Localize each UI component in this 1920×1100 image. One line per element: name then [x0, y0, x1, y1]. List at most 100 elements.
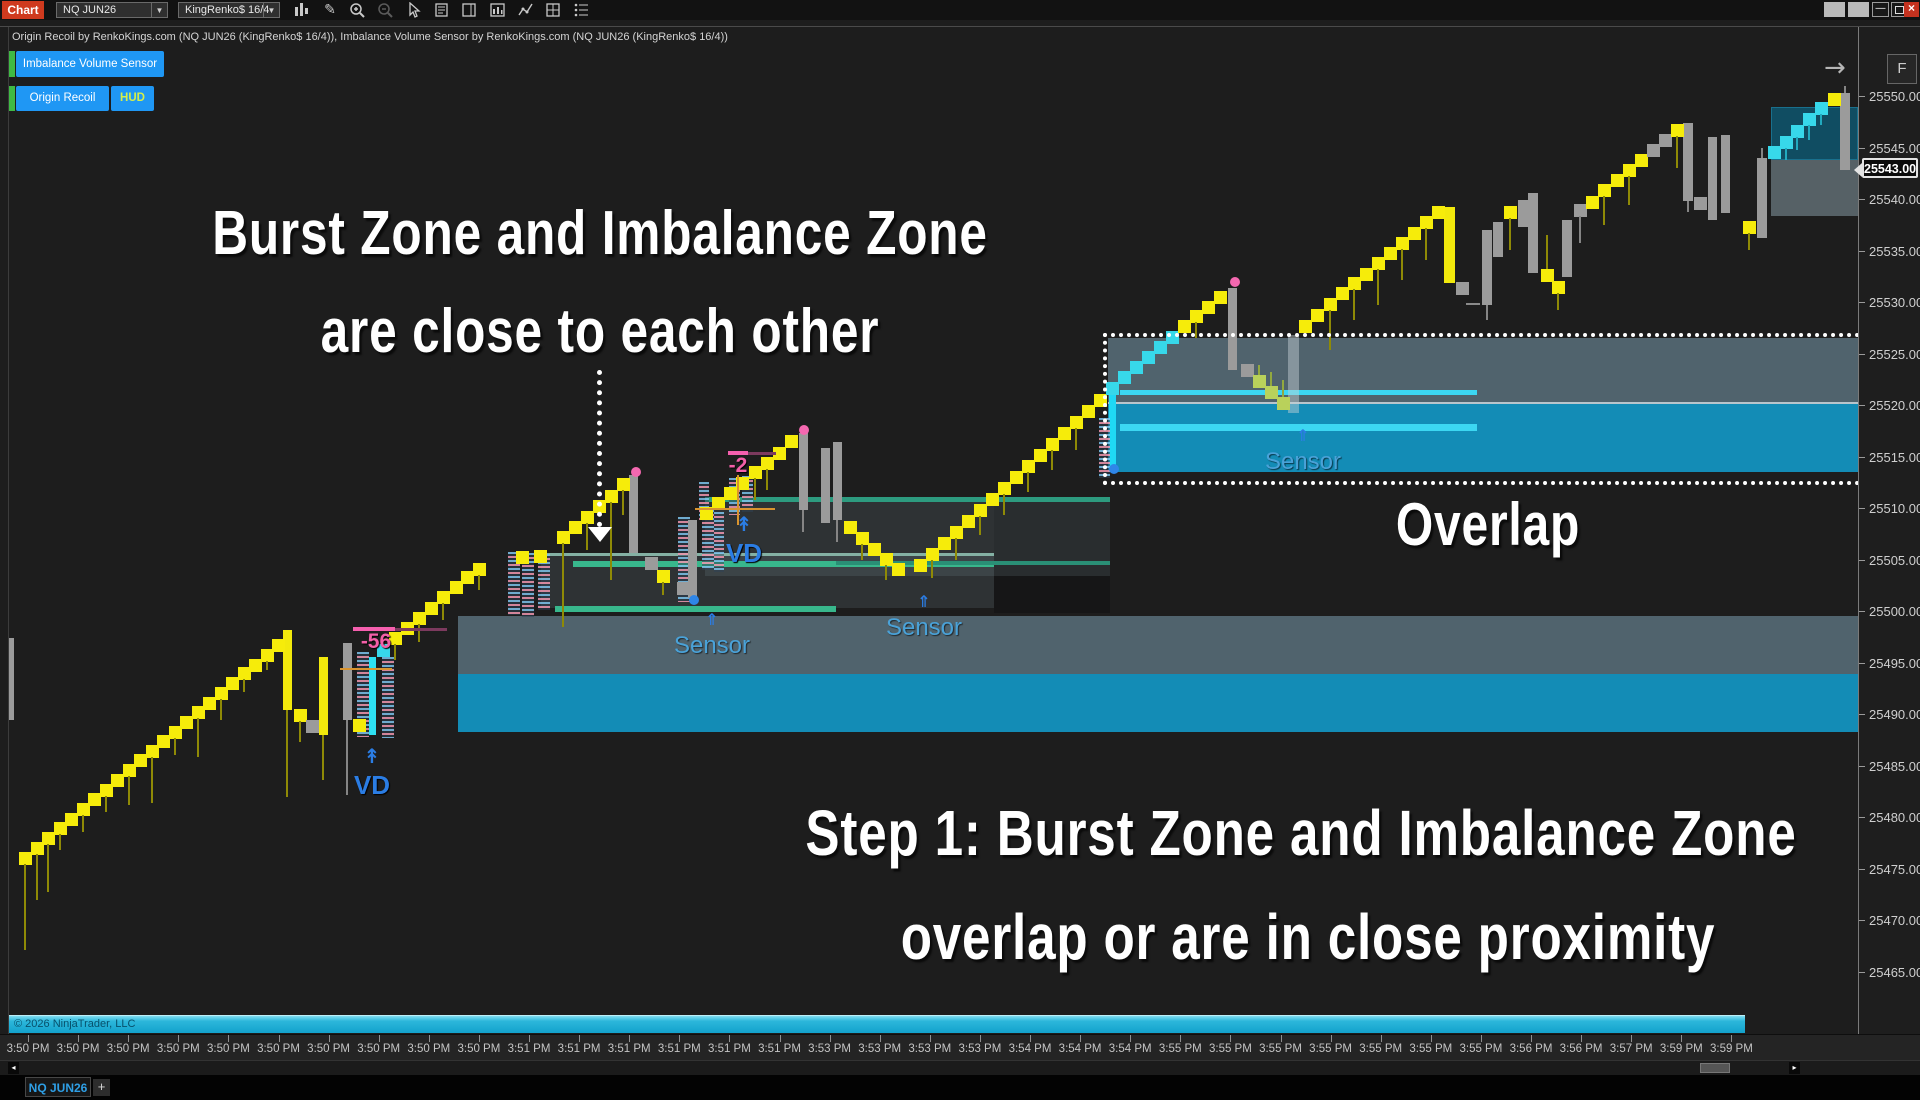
price-tick-label: 25510.00 [1869, 501, 1920, 516]
price-tick-label: 25525.00 [1869, 346, 1920, 362]
series-dropdown[interactable]: KingRenko$ 16/4 ▼ [178, 2, 280, 18]
origin-recoil-button[interactable]: Origin Recoil [16, 86, 109, 111]
bar-wick [243, 679, 245, 692]
price-column [832, 442, 842, 520]
annotation-step-1: Step 1: Burst Zone and Imbalance Zone [805, 797, 1797, 869]
copyright-bar: © 2026 NinjaTrader, LLC [8, 1015, 1745, 1033]
symbol-dropdown[interactable]: NQ JUN26 ▼ [56, 2, 168, 18]
price-tick-label: 25530.00 [1869, 295, 1920, 310]
renko-bar [856, 532, 869, 545]
time-tick [579, 1035, 581, 1042]
horizontal-scrollbar[interactable]: ◂ ▸ [0, 1060, 1920, 1076]
time-tick [178, 1035, 180, 1042]
time-tick [1280, 1035, 1282, 1042]
renko-bar [749, 466, 762, 479]
polyline-icon[interactable] [514, 2, 538, 18]
scroll-right-button[interactable]: ▸ [1789, 1062, 1800, 1074]
time-label: 3:55 PM [1158, 1043, 1202, 1055]
overlap-dotted-rect [1103, 333, 1858, 485]
indicator-title: Origin Recoil by RenkoKings.com (NQ JUN2… [12, 31, 728, 43]
orange-vline [737, 475, 739, 525]
renko-bar [389, 632, 402, 645]
imbalance-sensor-button[interactable]: Imbalance Volume Sensor [16, 51, 164, 77]
chart-canvas[interactable]: Origin Recoil by RenkoKings.com (NQ JUN2… [8, 27, 1858, 1034]
bar-wick [931, 560, 933, 578]
renko-bar [880, 553, 893, 566]
zoom-in-icon[interactable] [346, 2, 370, 18]
restore-button[interactable] [1891, 2, 1906, 17]
panel-icon[interactable] [458, 2, 482, 18]
add-tab-button[interactable]: + [93, 1079, 110, 1096]
chart-window-icon[interactable] [486, 2, 510, 18]
time-label: 3:50 PM [357, 1043, 401, 1055]
delta-label: -2 [728, 454, 748, 477]
cursor-icon[interactable] [402, 2, 426, 18]
time-axis[interactable]: 3:50 PM 3:50 PM 3:50 PM 3:50 PM 3:50 PM 3:50 … [0, 1034, 1920, 1061]
data-box-icon[interactable] [430, 2, 454, 18]
sensor-arrow-icon: ⇑ [705, 610, 719, 629]
focus-button[interactable]: F [1887, 54, 1917, 84]
bar-wick [1748, 233, 1750, 250]
time-tick [1080, 1035, 1082, 1042]
price-column [8, 638, 14, 720]
renko-bar [123, 764, 136, 777]
time-label: 3:51 PM [607, 1043, 651, 1055]
time-tick [529, 1035, 530, 1042]
window-button-2[interactable] [1848, 2, 1869, 17]
time-label: 3:56 PM [1509, 1043, 1553, 1055]
divider [8, 27, 9, 1034]
renko-bar [238, 667, 251, 680]
bar-wick [442, 603, 444, 620]
time-tick [629, 1035, 631, 1042]
list-icon[interactable] [570, 2, 594, 18]
close-button[interactable]: × [1904, 2, 1919, 17]
volume-cluster [699, 482, 709, 520]
renko-bar [1408, 227, 1421, 240]
checklist-icon[interactable] [542, 2, 566, 18]
time-label: 3:50 PM [156, 1043, 200, 1055]
renko-bar [54, 822, 67, 835]
bar-wick [1486, 305, 1488, 320]
renko-bar [425, 602, 438, 615]
minimize-button[interactable]: — [1872, 2, 1889, 17]
price-column [318, 657, 328, 735]
renko-bar [353, 719, 366, 732]
orange-line [695, 508, 775, 510]
time-tick [1030, 1035, 1031, 1042]
price-tick [1859, 714, 1865, 715]
price-tick [1859, 508, 1865, 509]
time-label: 3:54 PM [1108, 1043, 1152, 1055]
bar-wick [1844, 86, 1846, 93]
bar-wick [478, 575, 480, 590]
window-button-1[interactable] [1824, 2, 1845, 17]
renko-bar [272, 639, 285, 652]
time-label: 3:53 PM [908, 1043, 952, 1055]
time-tick [1581, 1035, 1583, 1042]
bar-wick [766, 469, 768, 490]
zoom-out-icon[interactable] [374, 2, 398, 18]
bar-wick [174, 738, 176, 755]
tab-nq-jun26[interactable]: NQ JUN26 [25, 1077, 91, 1097]
time-label: 3:55 PM [1459, 1043, 1503, 1055]
jump-to-now-arrow-icon[interactable]: → [1824, 53, 1846, 83]
bar-wick [286, 710, 288, 797]
price-column [798, 433, 808, 510]
volume-cluster [714, 512, 724, 572]
price-column [1482, 230, 1492, 305]
bar-wick [836, 520, 838, 542]
price-axis[interactable]: F 25550.00 25545.00 25540.00 25535.00 25530.… [1854, 27, 1920, 1060]
bar-wick [586, 523, 588, 550]
renko-bar [169, 726, 182, 739]
time-label: 3:57 PM [1609, 1043, 1653, 1055]
pencil-icon[interactable]: ✎ [324, 2, 336, 18]
bar-wick [562, 543, 564, 627]
delta-label: -56 [360, 630, 392, 653]
price-tick [1859, 250, 1865, 252]
renko-bar [998, 482, 1011, 495]
chart-style-icon[interactable] [290, 2, 314, 18]
renko-bar [1265, 386, 1278, 399]
scroll-thumb[interactable] [1700, 1063, 1730, 1073]
scroll-left-button[interactable]: ◂ [8, 1062, 19, 1074]
dotted-arrow-line [597, 370, 602, 527]
hud-button[interactable]: HUD [111, 86, 154, 111]
